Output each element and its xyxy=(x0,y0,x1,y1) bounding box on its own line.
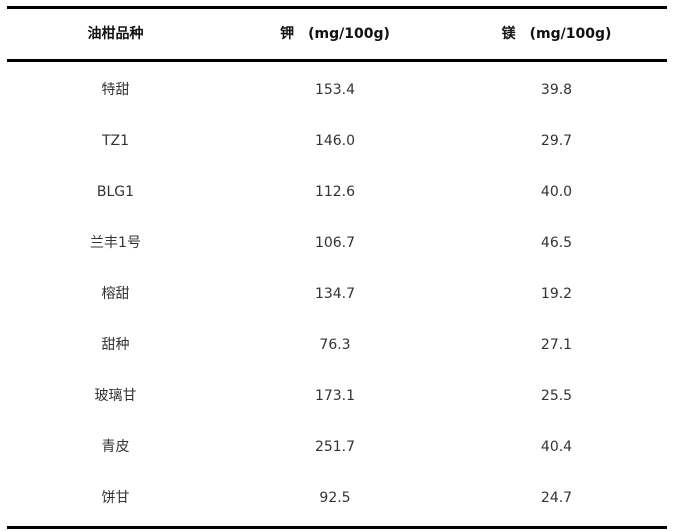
cell-magnesium: 40.4 xyxy=(540,438,573,455)
header-magnesium: 镁 (mg/100g) xyxy=(501,26,612,42)
table-row: 青皮 251.7 40.4 xyxy=(7,421,667,472)
cell-variety: BLG1 xyxy=(96,183,135,200)
cell-potassium: 76.3 xyxy=(319,336,351,353)
header-variety: 油柑品种 xyxy=(87,26,144,42)
cell-variety: 榕甜 xyxy=(101,285,130,302)
cell-potassium: 173.1 xyxy=(314,387,356,404)
cell-variety: 特甜 xyxy=(101,81,130,98)
table-row: 特甜 153.4 39.8 xyxy=(7,64,667,115)
cell-magnesium: 27.1 xyxy=(540,336,573,353)
cell-magnesium: 19.2 xyxy=(540,285,573,302)
table-row: 榕甜 134.7 19.2 xyxy=(7,268,667,319)
table-body: 特甜 153.4 39.8 TZ1 146.0 29.7 BLG1 112.6 … xyxy=(7,62,667,526)
cell-variety: 玻璃甘 xyxy=(94,387,137,404)
cell-magnesium: 40.0 xyxy=(540,183,573,200)
cell-magnesium: 29.7 xyxy=(540,132,573,149)
cell-potassium: 112.6 xyxy=(314,183,356,200)
table-top-rule xyxy=(7,6,667,9)
cell-potassium: 92.5 xyxy=(319,489,351,506)
cell-variety: 青皮 xyxy=(101,438,130,455)
cell-magnesium: 25.5 xyxy=(540,387,573,404)
cell-variety: TZ1 xyxy=(101,132,130,149)
table-row: 兰丰1号 106.7 46.5 xyxy=(7,217,667,268)
table-header-row: 油柑品种 钾 (mg/100g) 镁 (mg/100g) xyxy=(7,9,667,59)
table-header-rule xyxy=(7,59,667,62)
cell-variety: 兰丰1号 xyxy=(90,234,141,251)
cell-magnesium: 24.7 xyxy=(540,489,573,506)
cell-potassium: 251.7 xyxy=(314,438,356,455)
header-potassium: 钾 (mg/100g) xyxy=(280,26,390,42)
table-row: TZ1 146.0 29.7 xyxy=(7,115,667,166)
table-row: 饼甘 92.5 24.7 xyxy=(7,472,667,523)
data-table: 油柑品种 钾 (mg/100g) 镁 (mg/100g) 特甜 153.4 39… xyxy=(7,6,667,529)
cell-potassium: 134.7 xyxy=(314,285,356,302)
table-row: 玻璃甘 173.1 25.5 xyxy=(7,370,667,421)
cell-magnesium: 39.8 xyxy=(540,81,573,98)
cell-potassium: 106.7 xyxy=(314,234,356,251)
table-row: 甜种 76.3 27.1 xyxy=(7,319,667,370)
cell-magnesium: 46.5 xyxy=(540,234,573,251)
cell-potassium: 146.0 xyxy=(314,132,356,149)
cell-potassium: 153.4 xyxy=(314,81,356,98)
cell-variety: 甜种 xyxy=(101,336,130,353)
cell-variety: 饼甘 xyxy=(101,489,130,506)
table-row: BLG1 112.6 40.0 xyxy=(7,166,667,217)
table-bottom-rule xyxy=(7,526,667,529)
